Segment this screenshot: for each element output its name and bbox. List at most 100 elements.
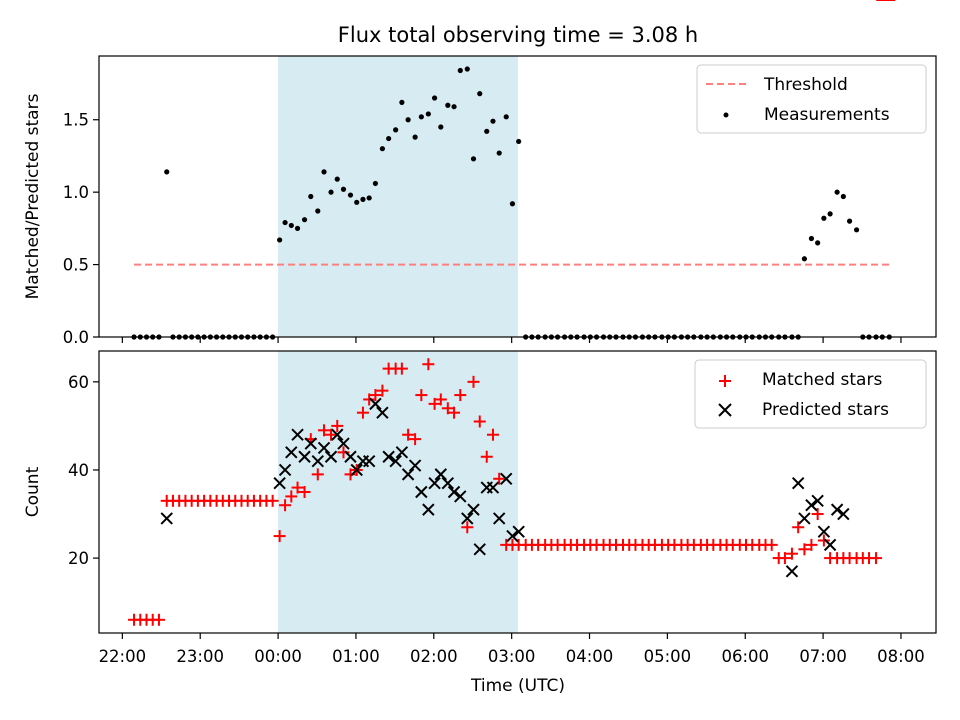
measurement-point (477, 91, 483, 97)
predicted-point (160, 512, 173, 525)
predicted-point (798, 512, 811, 525)
count-y-axis: 20 40 60 (68, 373, 99, 568)
matched-point (798, 543, 811, 556)
observing-window-top (278, 56, 518, 337)
measurement-point (490, 118, 496, 124)
measurement-point (294, 225, 301, 231)
matched-point (279, 499, 292, 512)
matched-point (376, 384, 389, 397)
matched-point (402, 428, 415, 441)
predicted-point (350, 463, 363, 477)
measurement-point (277, 237, 283, 243)
predicted-point (317, 441, 331, 455)
matched-point (480, 450, 493, 463)
predicted-point (785, 565, 799, 578)
matched-point (434, 393, 447, 406)
y-tick-label: 1.0 (63, 183, 89, 202)
predicted-point (344, 450, 357, 463)
predicted-point (337, 437, 350, 450)
x-tick-label: 01:00 (332, 647, 380, 666)
matched-point (311, 468, 324, 481)
predicted-legend-swatch (718, 403, 732, 417)
matched-point (778, 552, 791, 565)
ratio-y-axis: 0.0 0.5 1.0 1.5 (63, 111, 99, 347)
x-tick-label: 23:00 (176, 647, 224, 666)
matched-point (152, 613, 165, 626)
predicted-point (830, 503, 844, 516)
matched-point (273, 530, 286, 543)
predicted-point (791, 476, 805, 490)
ratio-x-ticks (121, 337, 902, 343)
measurement-point (431, 95, 438, 101)
predicted-point (298, 450, 311, 463)
predicted-point (447, 485, 461, 499)
predicted-point (506, 529, 519, 543)
matched-point (461, 521, 474, 534)
measurement-point (503, 114, 509, 120)
y-tick-label: 60 (68, 373, 89, 392)
count-marks (128, 0, 896, 626)
matched-point (765, 538, 778, 551)
threshold-legend-label: Threshold (763, 75, 848, 95)
predicted-point (376, 406, 389, 419)
matched-point (486, 428, 499, 441)
measurement-point (372, 180, 379, 187)
predicted-point (811, 494, 824, 508)
measurement-point (321, 169, 327, 175)
measurement-point (288, 222, 294, 229)
measurement-point (451, 104, 457, 110)
measurement-point (360, 196, 366, 202)
chart-title: Flux total observing time = 3.08 h (338, 23, 698, 47)
measurement-point (484, 128, 490, 134)
predicted-point (512, 525, 525, 538)
measurement-point (834, 189, 840, 195)
matched-point (331, 419, 344, 432)
measurement-point (496, 150, 502, 156)
predicted-point (486, 481, 500, 494)
x-tick-label: 08:00 (877, 647, 925, 666)
x-tick-label: 02:00 (410, 647, 458, 666)
measurement-point (846, 218, 853, 224)
x-axis-label: Time (UTC) (470, 676, 565, 696)
measurement-point (399, 99, 405, 105)
count-x-axis: 22:00 23:00 00:00 01:00 02:00 03:00 04:00 05:00… (99, 633, 925, 666)
measurement-point (301, 217, 308, 223)
measurement-point (801, 256, 808, 262)
x-tick-label: 07:00 (799, 647, 847, 666)
measurement-point (815, 240, 821, 246)
ratio-legend: Threshold Measurements (696, 64, 927, 134)
matched-point (325, 428, 338, 441)
measurement-point (328, 189, 334, 195)
predicted-point (415, 485, 428, 499)
measurement-point (418, 114, 424, 120)
matched-point (785, 547, 798, 560)
matched-point (369, 389, 382, 402)
measurement-point (821, 215, 827, 221)
measurement-point (509, 201, 516, 207)
measurements-legend-label: Measurements (764, 105, 890, 125)
measurement-point (445, 102, 451, 108)
predicted-point (454, 490, 467, 503)
predicted-point (467, 503, 480, 516)
matched-point (363, 393, 376, 406)
predicted-point (434, 468, 448, 481)
measurement-point (516, 138, 522, 145)
measurement-point (393, 127, 399, 133)
predicted-point (461, 512, 474, 525)
predicted-point (331, 428, 344, 441)
matched-point (448, 406, 461, 419)
predicted-point (362, 454, 376, 468)
measurement-point (457, 67, 463, 74)
matched-point (493, 472, 506, 485)
measurement-point (379, 146, 386, 152)
ratio-legend-box (696, 64, 927, 134)
predicted-point (817, 525, 831, 538)
measurement-point (386, 135, 392, 142)
x-tick-label: 22:00 (99, 647, 147, 666)
measurement-point (827, 211, 833, 217)
measurement-point (470, 156, 477, 162)
matched-point (318, 424, 331, 437)
predicted-point (273, 476, 286, 490)
matched-point (266, 494, 279, 507)
